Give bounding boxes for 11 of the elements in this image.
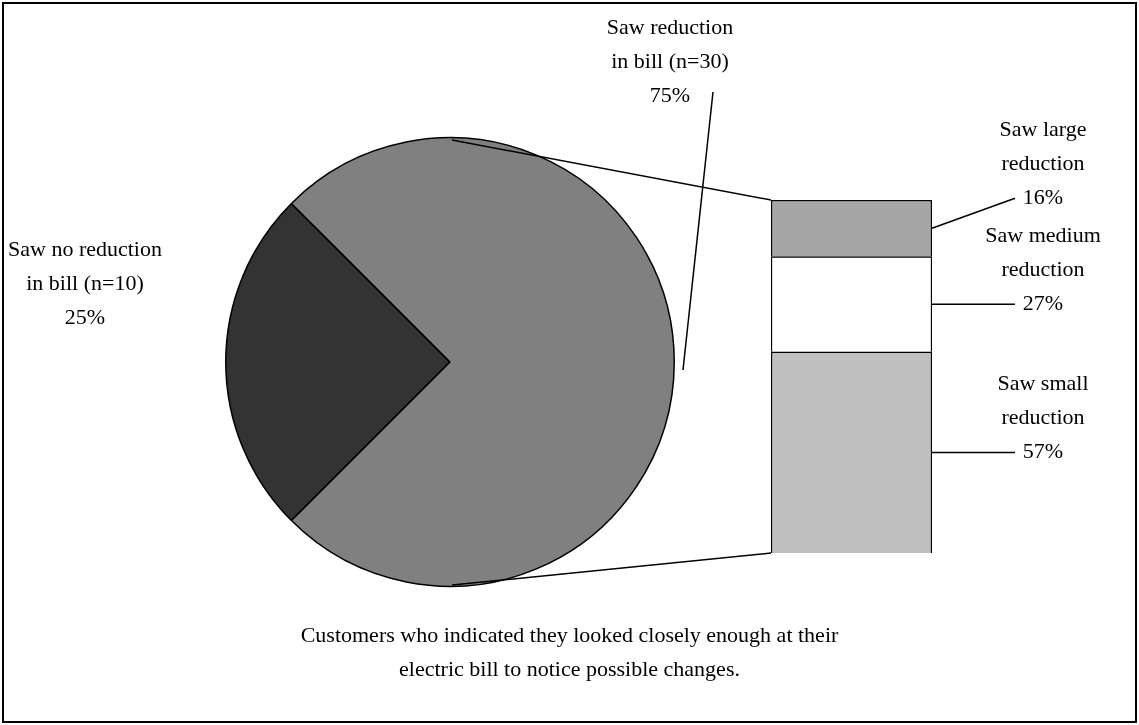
text: Saw medium reduction [985,221,1101,281]
data-label: 25% [64,303,106,329]
text: Customers who indicated they looked closely enough at their electric bill to notice possible changes. [299,621,840,683]
data-label: 27% [1022,289,1064,315]
data-label: 75% [649,81,691,107]
slice-label: Saw reduction in bill (n=30) [606,13,734,73]
data-label: 16% [1022,184,1064,210]
text: Saw large reduction [999,116,1087,176]
data-label: 57% [1022,438,1064,464]
slice-label: Saw no reduction in bill (n=10) [8,235,162,295]
text: Saw small reduction [997,370,1089,430]
